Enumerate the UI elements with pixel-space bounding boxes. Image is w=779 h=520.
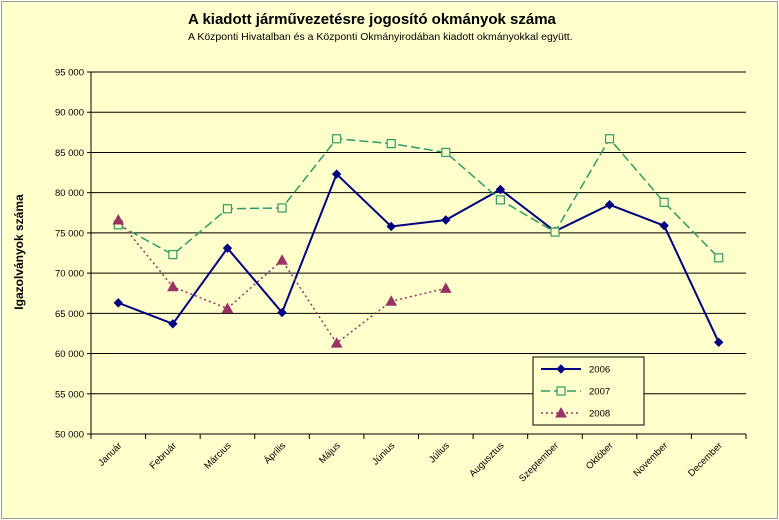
data-point-2007 xyxy=(714,253,724,263)
series-line-2006 xyxy=(117,172,720,343)
x-tick-label: Július xyxy=(427,440,452,465)
x-tick-label: Április xyxy=(262,440,288,466)
y-tick-label: 95 000 xyxy=(55,68,84,79)
y-tick-label: 75 000 xyxy=(55,228,84,239)
legend-label-2006: 2006 xyxy=(589,365,610,376)
data-point-2007 xyxy=(168,250,178,260)
x-tick-label: Június xyxy=(370,440,397,467)
x-tick-label: Szeptember xyxy=(517,440,561,484)
data-point-2006 xyxy=(495,184,506,195)
legend-marker-2006 xyxy=(556,364,566,374)
data-point-2007 xyxy=(222,204,233,214)
plot-background xyxy=(91,72,746,434)
data-point-2006 xyxy=(441,215,451,225)
legend-label-2008: 2008 xyxy=(589,409,610,420)
chart-title: A kiadott járművezetésre jogosító okmány… xyxy=(188,11,557,28)
data-point-2006 xyxy=(331,169,342,179)
data-point-2008 xyxy=(167,280,179,292)
data-point-2007 xyxy=(332,134,342,144)
data-point-2006 xyxy=(168,319,178,329)
y-axis-label: Igazolványok száma xyxy=(12,194,26,310)
legend: 2006 2007 2008 xyxy=(532,356,645,426)
x-tick-label: Május xyxy=(317,440,343,466)
y-tick-label: 65 000 xyxy=(55,309,84,320)
x-tick-label: December xyxy=(686,440,725,479)
data-point-2008 xyxy=(112,213,125,225)
data-point-2006 xyxy=(386,221,396,232)
data-point-2008 xyxy=(276,254,288,265)
legend-label-2007: 2007 xyxy=(589,387,610,398)
data-point-2006 xyxy=(659,220,669,231)
legend-marker-2007 xyxy=(556,386,566,396)
y-tick-label: 90 000 xyxy=(55,108,84,119)
data-point-2006 xyxy=(222,243,233,253)
x-tick-label: Március xyxy=(202,440,233,471)
data-point-2008 xyxy=(330,337,343,348)
y-tick-label: 50 000 xyxy=(55,430,84,441)
x-tick-label: November xyxy=(631,440,670,479)
data-point-2007 xyxy=(441,147,451,158)
data-point-2008 xyxy=(439,282,452,293)
data-point-2006 xyxy=(604,200,615,210)
x-tick-label: Január xyxy=(96,440,124,468)
chart-subtitle: A Központi Hivatalban és a Központi Okmá… xyxy=(188,31,573,43)
data-point-2007 xyxy=(277,203,287,213)
data-point-2007 xyxy=(495,195,505,205)
data-point-2007 xyxy=(386,138,396,149)
legend-marker-2008 xyxy=(555,406,567,418)
data-point-2007 xyxy=(659,197,669,207)
y-tick-label: 55 000 xyxy=(55,389,84,400)
y-tick-label: 85 000 xyxy=(55,148,84,159)
data-point-2006 xyxy=(113,298,123,308)
x-tick-label: Október xyxy=(584,440,616,472)
data-point-2008 xyxy=(221,302,234,314)
x-tick-label: Február xyxy=(148,440,179,471)
data-point-2006 xyxy=(277,307,287,318)
y-tick-label: 70 000 xyxy=(55,269,84,280)
data-point-2006 xyxy=(714,337,724,348)
y-tick-label: 80 000 xyxy=(55,188,84,199)
series-line-2007 xyxy=(117,137,720,259)
data-point-2008 xyxy=(385,295,398,306)
data-point-2007 xyxy=(550,227,560,237)
data-point-2007 xyxy=(604,134,615,144)
x-tick-label: Augusztus xyxy=(467,440,506,479)
y-tick-label: 60 000 xyxy=(55,349,84,360)
